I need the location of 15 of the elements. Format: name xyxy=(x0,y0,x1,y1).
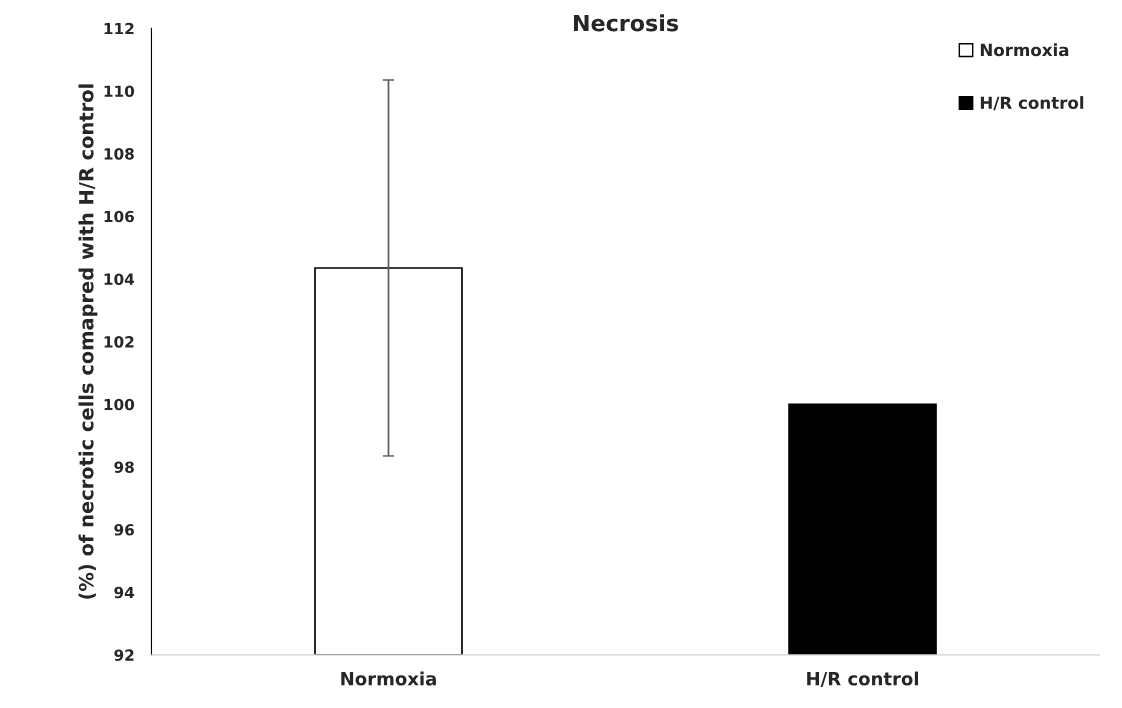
y-tick-label: 94 xyxy=(114,586,135,599)
y-tick-label: 100 xyxy=(104,398,135,411)
y-axis-title: (%) of necrotic cells comapred with H/R control xyxy=(78,84,98,599)
y-tick-label: 110 xyxy=(104,85,135,97)
y-tick-label: 96 xyxy=(114,524,134,536)
legend-label: Normoxia xyxy=(980,43,1069,57)
legend-label: H/R control xyxy=(980,96,1084,111)
chart-title: Necrosis xyxy=(573,14,679,32)
y-tick-label: 112 xyxy=(104,22,134,35)
y-tick-label: 106 xyxy=(104,210,134,223)
y-tick-label: 104 xyxy=(104,273,135,285)
y-tick-label: 98 xyxy=(114,461,134,473)
y-tick-label: 92 xyxy=(114,649,134,661)
y-tick-label: 108 xyxy=(104,148,134,160)
y-tick-label: 102 xyxy=(104,336,134,348)
